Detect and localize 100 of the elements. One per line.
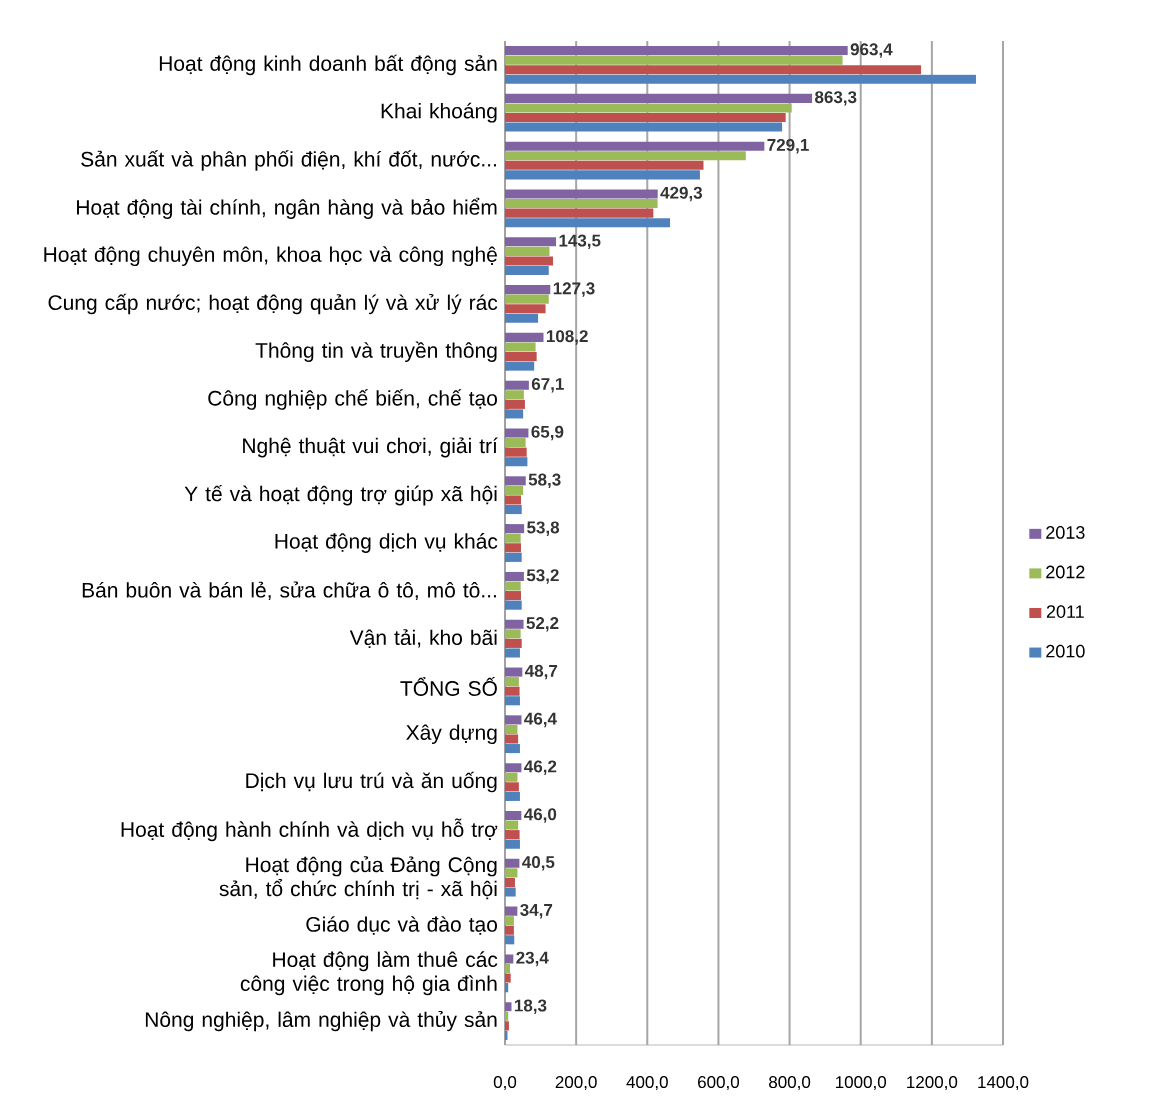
bar bbox=[505, 543, 522, 553]
bar bbox=[505, 390, 524, 400]
bar bbox=[505, 830, 520, 840]
data-label: 429,3 bbox=[660, 186, 703, 202]
bar bbox=[505, 715, 522, 725]
bar bbox=[505, 782, 519, 792]
y-tick-label: Hoạt động dịch vụ khác bbox=[275, 533, 498, 553]
bar bbox=[505, 122, 783, 132]
bar bbox=[505, 103, 792, 113]
bar bbox=[505, 476, 526, 486]
data-label: 53,8 bbox=[527, 521, 560, 536]
bar bbox=[505, 438, 526, 448]
data-label: 34,7 bbox=[520, 903, 553, 919]
y-tick-label: Hoạt động làm thuê các công việc trong hộ gia đình bbox=[240, 951, 498, 996]
bar bbox=[505, 763, 522, 773]
y-tick-label: Khai khoáng bbox=[381, 102, 497, 123]
bar bbox=[505, 887, 516, 897]
data-label: 143,5 bbox=[559, 234, 601, 250]
y-tick-label: Bán buôn và bán lẻ, sửa chữa ô tô, mô tô... bbox=[82, 581, 496, 601]
data-label: 963,4 bbox=[850, 43, 893, 58]
x-tick-label: 1200,0 bbox=[907, 1076, 958, 1091]
data-label: 40,5 bbox=[522, 856, 555, 871]
legend-label: 2013 bbox=[1046, 526, 1085, 539]
y-tick-label: Y tế và hoạt động trợ giúp xã hội bbox=[184, 484, 497, 506]
y-tick-label: Xây dựng bbox=[406, 724, 497, 745]
y-tick-label: Sản xuất và phân phối điện, khí đốt, nước... bbox=[81, 150, 496, 171]
bar bbox=[505, 457, 528, 467]
bar bbox=[505, 65, 922, 75]
data-label: 729,1 bbox=[767, 138, 809, 154]
data-label: 46,2 bbox=[524, 760, 557, 775]
bar bbox=[505, 629, 521, 639]
x-tick-label: 400,0 bbox=[626, 1076, 668, 1091]
bar bbox=[505, 734, 519, 744]
bar bbox=[505, 1002, 512, 1012]
bar bbox=[505, 744, 520, 754]
bar bbox=[505, 485, 524, 495]
data-label: 67,1 bbox=[531, 377, 564, 393]
bar bbox=[505, 332, 544, 342]
y-tick-label: Giáo dục và đào tạo bbox=[306, 916, 498, 935]
bar bbox=[505, 810, 522, 821]
x-tick-label: 200,0 bbox=[555, 1076, 597, 1091]
bar bbox=[505, 533, 521, 543]
bar bbox=[505, 342, 536, 352]
y-tick-label: Hoạt động tài chính, ngân hàng và bảo hiểm bbox=[77, 197, 497, 219]
data-label: 52,2 bbox=[526, 617, 559, 632]
bar bbox=[505, 591, 522, 601]
bar bbox=[505, 304, 546, 314]
data-label: 53,2 bbox=[526, 569, 559, 584]
legend-label: 2011 bbox=[1046, 605, 1084, 618]
bar bbox=[505, 495, 522, 505]
bar bbox=[505, 352, 537, 362]
bar bbox=[505, 686, 520, 696]
bar bbox=[505, 696, 520, 706]
y-tick-label: Nghệ thuật vui chơi, giải trí bbox=[243, 437, 498, 458]
bar bbox=[505, 46, 848, 56]
y-tick-label: Công nghiệp chế biến, chế tạo bbox=[208, 389, 497, 410]
bar bbox=[505, 399, 525, 409]
data-label: 23,4 bbox=[516, 951, 549, 967]
bar bbox=[505, 504, 522, 515]
bar bbox=[505, 667, 523, 677]
bar bbox=[505, 218, 671, 228]
bar bbox=[505, 791, 520, 801]
y-tick-label: Hoạt động kinh doanh bất động sản bbox=[159, 54, 497, 76]
bar bbox=[505, 265, 549, 276]
legend-label: 2012 bbox=[1046, 565, 1085, 579]
bar bbox=[505, 638, 522, 648]
legend-label: 2010 bbox=[1046, 644, 1085, 658]
y-tick-label: Vận tải, kho bãi bbox=[349, 629, 497, 649]
bar bbox=[505, 246, 550, 256]
bar bbox=[505, 170, 700, 180]
data-label: 108,2 bbox=[546, 330, 588, 345]
bar bbox=[505, 141, 765, 151]
bar bbox=[505, 877, 515, 887]
y-tick-label: Hoạt động chuyên môn, khoa học và công nghệ bbox=[44, 246, 497, 267]
bar bbox=[505, 55, 843, 65]
bar bbox=[505, 294, 549, 304]
data-label: 48,7 bbox=[524, 664, 558, 680]
bar bbox=[505, 112, 786, 123]
y-tick-label: Thông tin và truyền thông bbox=[255, 341, 497, 363]
y-tick-label: Hoạt động của Đảng Cộng sản, tổ chức chính trị - xã hội bbox=[219, 856, 497, 900]
bar bbox=[505, 151, 746, 161]
x-tick-label: 1000,0 bbox=[836, 1076, 887, 1091]
bar bbox=[505, 447, 527, 457]
bar bbox=[505, 237, 557, 247]
data-label: 65,9 bbox=[531, 425, 564, 441]
bar bbox=[505, 677, 519, 687]
y-tick-label: Dịch vụ lưu trú và ăn uống bbox=[246, 771, 497, 793]
data-label: 18,3 bbox=[514, 999, 547, 1015]
bar bbox=[505, 189, 658, 199]
x-tick-label: 1400,0 bbox=[978, 1076, 1029, 1091]
bar bbox=[505, 571, 524, 581]
bar bbox=[505, 313, 539, 323]
x-tick-label: 800,0 bbox=[769, 1076, 811, 1091]
bar bbox=[505, 839, 520, 849]
bar bbox=[505, 428, 529, 438]
bar bbox=[505, 285, 551, 295]
bar bbox=[505, 820, 519, 830]
y-tick-label: Cung cấp nước; hoạt động quản lý và xử lý rác bbox=[48, 293, 498, 315]
bar bbox=[505, 74, 976, 84]
bar bbox=[505, 552, 522, 562]
